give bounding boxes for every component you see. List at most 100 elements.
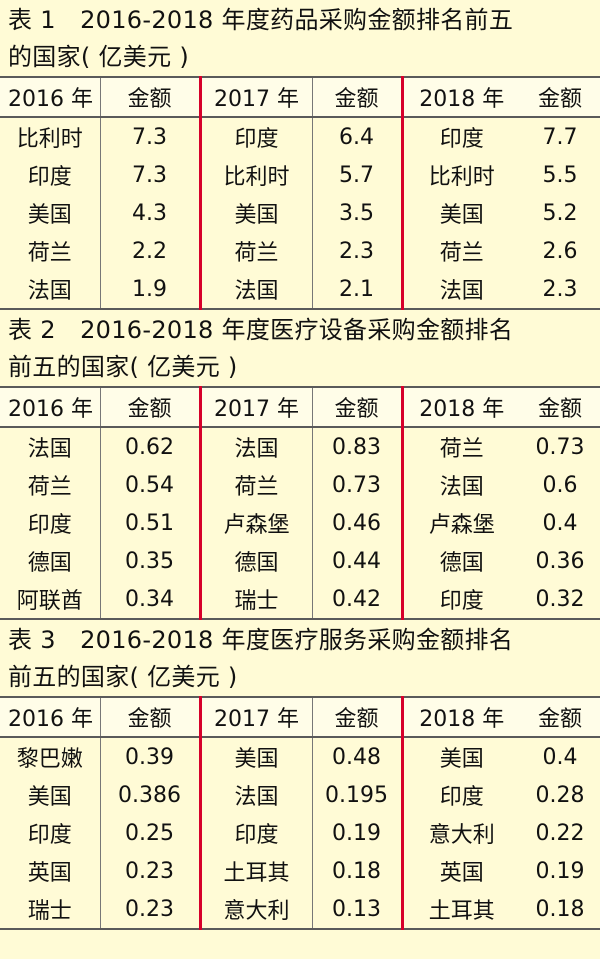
amount-cell: 5.7 xyxy=(311,156,402,194)
country-cell: 比利时 xyxy=(16,127,83,152)
table-row: 荷兰 0.54 荷兰 0.73 法国 0.6 xyxy=(0,466,600,504)
country-cell: 印度 xyxy=(27,165,72,190)
amount-cell: 0.48 xyxy=(311,737,402,776)
country-cell: 德国 xyxy=(27,551,72,576)
country-cell: 比利时 xyxy=(198,156,312,194)
amount-cell: 0.19 xyxy=(535,858,585,884)
country-cell: 法国 xyxy=(400,466,520,504)
header-cell: 金额 xyxy=(311,76,402,118)
table-row: 美国 4.3 美国 3.5 美国 5.2 xyxy=(0,194,600,232)
amount-cell: 0.32 xyxy=(520,580,600,620)
amount-cell: 6.4 xyxy=(311,117,402,156)
table-title-line2: 的国家( 亿美元 ) xyxy=(8,43,189,71)
amount-cell: 0.73 xyxy=(311,466,402,504)
country-cell: 法国 xyxy=(400,270,520,310)
amount-cell: 0.83 xyxy=(311,427,402,466)
table-row: 法国 1.9 法国 2.1 法国 2.3 xyxy=(0,270,600,310)
header-row: 2016 年 金额 2017 年 金额 2018 年 金额 xyxy=(0,386,600,428)
amount-cell: 0.35 xyxy=(99,542,200,580)
country-cell: 比利时 xyxy=(400,156,520,194)
country-cell: 德国 xyxy=(400,542,520,580)
header-cell: 金额 xyxy=(520,386,600,428)
country-cell: 法国 xyxy=(27,437,72,462)
table-row: 法国 0.62 法国 0.83 荷兰 0.73 xyxy=(0,427,600,466)
amount-cell: 0.51 xyxy=(99,504,200,542)
country-cell: 印度 xyxy=(27,823,72,848)
country-cell: 印度 xyxy=(400,776,520,814)
country-cell: 阿联酋 xyxy=(0,580,100,620)
country-cell: 卢森堡 xyxy=(400,504,520,542)
amount-cell: 2.3 xyxy=(311,232,402,270)
country-cell: 英国 xyxy=(27,861,72,886)
amount-cell: 0.4 xyxy=(542,510,578,536)
header-cell: 2018 年 xyxy=(400,386,520,428)
header-cell: 2018 年 xyxy=(400,696,520,738)
table-title-line1: 表 2 2016-2018 年度医疗设备采购金额排名 xyxy=(8,316,514,344)
amount-cell: 0.73 xyxy=(535,434,585,460)
table-row: 英国 0.23 土耳其 0.18 英国 0.19 xyxy=(0,852,600,890)
amount-cell: 0.34 xyxy=(99,580,200,620)
data-table: 2016 年 金额 2017 年 金额 2018 年 金额 法国 0.62 法国… xyxy=(0,386,600,620)
amount-cell: 0.39 xyxy=(99,737,200,776)
header-cell: 2018 年 xyxy=(400,76,520,118)
country-cell: 美国 xyxy=(400,194,520,232)
country-cell: 美国 xyxy=(198,194,312,232)
table-row: 阿联酋 0.34 瑞士 0.42 印度 0.32 xyxy=(0,580,600,620)
country-cell: 荷兰 xyxy=(198,466,312,504)
amount-cell: 3.5 xyxy=(311,194,402,232)
table-title: 表 2 2016-2018 年度医疗设备采购金额排名 前五的国家( 亿美元 ) xyxy=(0,310,600,386)
table-row: 德国 0.35 德国 0.44 德国 0.36 xyxy=(0,542,600,580)
amount-cell: 0.44 xyxy=(311,542,402,580)
country-cell: 土耳其 xyxy=(198,852,312,890)
table-section-1: 表 1 2016-2018 年度药品采购金额排名前五 的国家( 亿美元 ) 20… xyxy=(0,0,600,310)
table-row: 印度 0.51 卢森堡 0.46 卢森堡 0.4 xyxy=(0,504,600,542)
amount-cell: 2.3 xyxy=(520,270,600,310)
country-cell: 荷兰 xyxy=(400,427,520,466)
table-row: 瑞士 0.23 意大利 0.13 土耳其 0.18 xyxy=(0,890,600,930)
country-cell: 黎巴嫩 xyxy=(16,747,83,772)
country-cell: 卢森堡 xyxy=(198,504,312,542)
header-row: 2016 年 金额 2017 年 金额 2018 年 金额 xyxy=(0,696,600,738)
amount-cell: 7.7 xyxy=(542,124,578,150)
header-row: 2016 年 金额 2017 年 金额 2018 年 金额 xyxy=(0,76,600,118)
table-title-line1: 表 1 2016-2018 年度药品采购金额排名前五 xyxy=(8,6,514,34)
amount-cell: 0.386 xyxy=(99,776,200,814)
country-cell: 印度 xyxy=(400,580,520,620)
country-cell: 意大利 xyxy=(198,890,312,930)
data-table: 2016 年 金额 2017 年 金额 2018 年 金额 黎巴嫩 0.39 美… xyxy=(0,696,600,930)
header-cell: 2017 年 xyxy=(198,696,312,738)
table-title: 表 3 2016-2018 年度医疗服务采购金额排名 前五的国家( 亿美元 ) xyxy=(0,620,600,696)
header-cell: 2016 年 xyxy=(0,386,100,428)
country-cell: 荷兰 xyxy=(27,475,72,500)
amount-cell: 2.6 xyxy=(542,238,578,264)
country-cell: 美国 xyxy=(400,737,520,776)
table-row: 比利时 7.3 印度 6.4 印度 7.7 xyxy=(0,117,600,156)
country-cell: 荷兰 xyxy=(198,232,312,270)
country-cell: 法国 xyxy=(198,270,312,310)
amount-cell: 0.25 xyxy=(99,814,200,852)
table-row: 黎巴嫩 0.39 美国 0.48 美国 0.4 xyxy=(0,737,600,776)
country-cell: 荷兰 xyxy=(27,241,72,266)
header-cell: 金额 xyxy=(520,696,600,738)
header-cell: 金额 xyxy=(311,386,402,428)
data-table: 2016 年 金额 2017 年 金额 2018 年 金额 比利时 7.3 印度… xyxy=(0,76,600,310)
table-title-line2: 前五的国家( 亿美元 ) xyxy=(8,663,238,691)
amount-cell: 0.4 xyxy=(542,744,578,770)
header-cell: 2016 年 xyxy=(0,76,100,118)
table-title-line2: 前五的国家( 亿美元 ) xyxy=(8,353,238,381)
amount-cell: 0.62 xyxy=(99,427,200,466)
table-title: 表 1 2016-2018 年度药品采购金额排名前五 的国家( 亿美元 ) xyxy=(0,0,600,76)
country-cell: 法国 xyxy=(0,270,100,310)
country-cell: 瑞士 xyxy=(198,580,312,620)
amount-cell: 5.2 xyxy=(542,200,578,226)
country-cell: 印度 xyxy=(198,117,312,156)
table-row: 印度 7.3 比利时 5.7 比利时 5.5 xyxy=(0,156,600,194)
amount-cell: 0.6 xyxy=(542,472,578,498)
header-cell: 2016 年 xyxy=(0,696,100,738)
amount-cell: 0.18 xyxy=(311,852,402,890)
country-cell: 美国 xyxy=(27,785,72,810)
country-cell: 意大利 xyxy=(400,814,520,852)
amount-cell: 0.19 xyxy=(311,814,402,852)
amount-cell: 7.3 xyxy=(99,156,200,194)
